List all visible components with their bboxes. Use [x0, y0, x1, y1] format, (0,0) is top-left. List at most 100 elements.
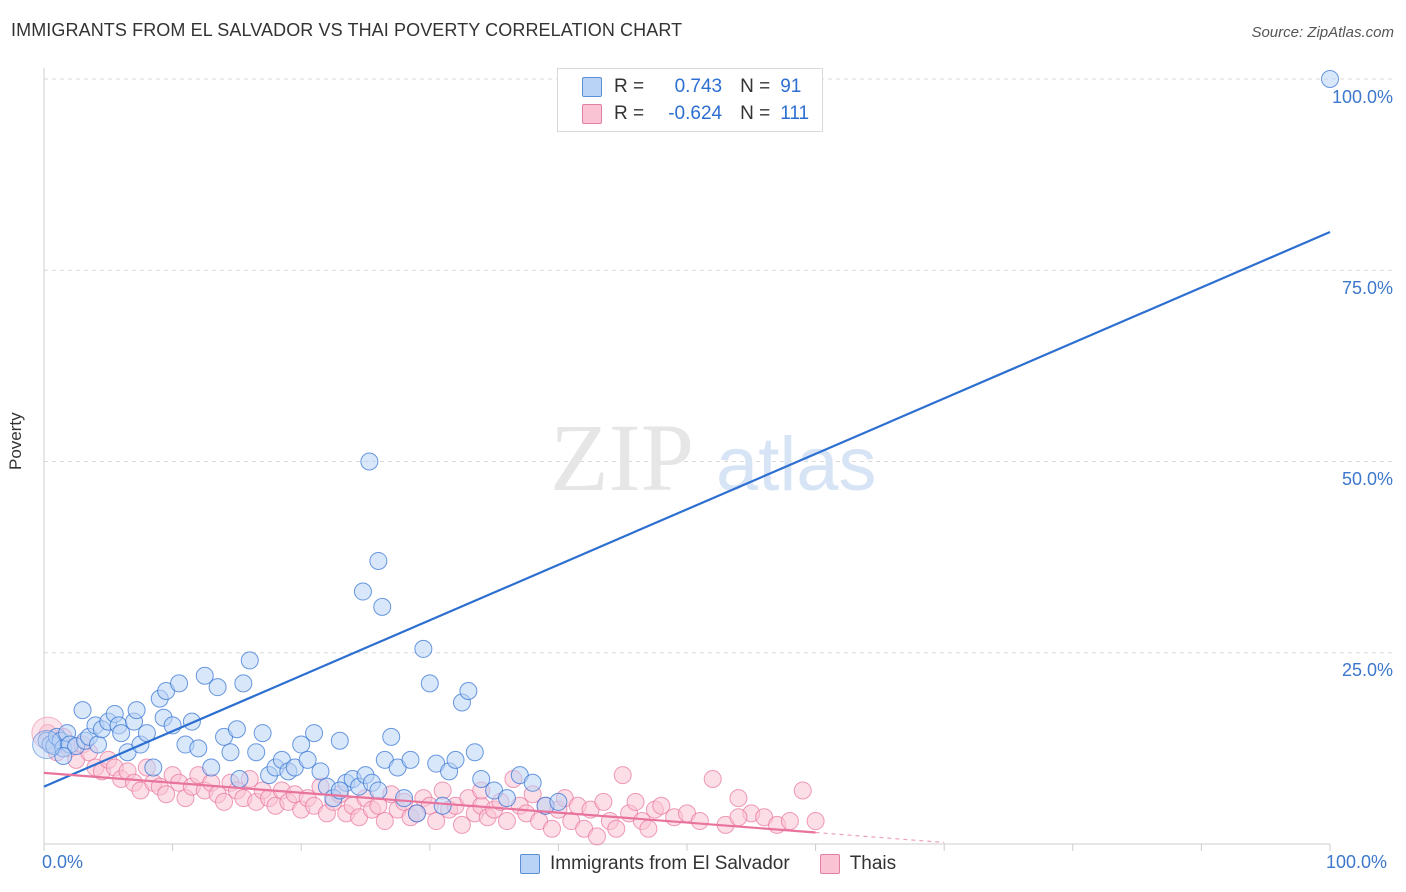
el-salvador-point — [360, 452, 379, 471]
thais-point — [452, 815, 471, 834]
y-tick-label-50: 50.0% — [1341, 469, 1393, 489]
el-salvador-point — [395, 789, 414, 808]
legend-swatch-pink — [582, 104, 602, 124]
thais-point — [703, 769, 722, 788]
thais-point — [806, 812, 825, 831]
el-salvador-point — [195, 666, 214, 685]
el-salvador-point — [353, 582, 372, 601]
thais-point — [157, 785, 176, 804]
trend-lines — [43, 230, 1331, 844]
thais-point — [729, 808, 748, 827]
series-legend: Immigrants from El Salvador Thais — [520, 852, 926, 876]
el-salvador-point — [369, 781, 388, 800]
el-salvador-point — [382, 727, 401, 746]
legend-swatch-blue — [582, 77, 602, 97]
el-salvador-point — [369, 551, 388, 570]
el-salvador-points — [32, 70, 1339, 823]
el-salvador-point — [420, 674, 439, 693]
el-salvador-point — [189, 739, 208, 758]
el-salvador-point — [414, 639, 433, 658]
thais-point — [427, 812, 446, 831]
thais-point — [594, 792, 613, 811]
thais-point — [729, 789, 748, 808]
legend-row-el-salvador: R = 0.743 N = 91 — [582, 74, 801, 100]
r-label: R = — [614, 103, 645, 124]
thais-point — [652, 796, 671, 815]
el-salvador-point — [330, 731, 349, 750]
grid-lines — [44, 78, 1392, 654]
el-salvador-point — [497, 789, 516, 808]
axes — [43, 68, 1331, 851]
thais-trend-extension — [815, 831, 945, 844]
thais-point — [639, 819, 658, 838]
x-tick-label-100: 100.0% — [1326, 852, 1388, 872]
legend-swatch-blue — [520, 854, 540, 874]
el-salvador-point — [292, 735, 311, 754]
el-salvador-point — [182, 712, 201, 731]
el-salvador-point — [446, 750, 465, 769]
el-salvador-point — [234, 674, 253, 693]
el-salvador-point — [89, 735, 108, 754]
thais-point — [587, 827, 606, 846]
legend-label: Thais — [849, 853, 897, 874]
el-salvador-point — [112, 724, 131, 743]
el-salvador-point — [305, 724, 324, 743]
thais-point — [690, 812, 709, 831]
n-label: N = — [740, 103, 771, 124]
thais-point — [433, 781, 452, 800]
thais-point — [626, 792, 645, 811]
y-tick-label-75: 75.0% — [1341, 278, 1393, 298]
el-salvador-point — [127, 701, 146, 720]
y-axis-label: Poverty — [6, 412, 25, 470]
thais-point — [793, 781, 812, 800]
el-salvador-point — [208, 678, 227, 697]
watermark-zip: ZIP — [550, 404, 694, 511]
el-salvador-point — [311, 762, 330, 781]
el-salvador-point — [247, 743, 266, 762]
el-salvador-point — [73, 701, 92, 720]
el-salvador-point — [221, 743, 240, 762]
r-value: 0.743 — [674, 76, 723, 97]
el-salvador-point — [227, 720, 246, 739]
el-salvador-point — [170, 674, 189, 693]
el-salvador-point — [433, 796, 452, 815]
thais-trend-line — [43, 771, 816, 834]
x-tick-label-0: 0.0% — [42, 852, 84, 872]
el-salvador-point — [523, 773, 542, 792]
n-value: 111 — [780, 103, 810, 124]
thais-point — [542, 819, 561, 838]
el-salvador-point — [459, 682, 478, 700]
el-salvador-point — [1321, 70, 1339, 88]
legend-swatch-pink — [819, 854, 840, 874]
thais-point — [613, 766, 632, 785]
legend-item-el-salvador: Immigrants from El Salvador — [520, 853, 790, 875]
legend-row-thais: R = -0.624 N = 111 — [582, 101, 809, 127]
legend-label: Immigrants from El Salvador — [550, 853, 790, 874]
thais-point — [780, 812, 799, 831]
watermark-atlas: atlas — [716, 422, 877, 507]
el-salvador-point — [465, 743, 484, 762]
el-salvador-point — [298, 750, 317, 769]
el-salvador-point — [401, 750, 420, 769]
el-salvador-point — [230, 769, 249, 788]
el-salvador-point — [472, 769, 491, 788]
el-salvador-trend-line — [43, 230, 1331, 788]
chart-title: IMMIGRANTS FROM EL SALVADOR VS THAI POVE… — [11, 20, 683, 40]
chart-source: Source: ZipAtlas.com — [1251, 24, 1394, 41]
el-salvador-point — [202, 758, 221, 777]
n-label: N = — [740, 76, 771, 97]
thais-point — [607, 819, 626, 838]
el-salvador-point — [407, 804, 426, 823]
legend-item-thais: Thais — [819, 853, 897, 875]
el-salvador-point — [240, 651, 259, 670]
el-salvador-point — [32, 730, 62, 760]
r-label: R = — [614, 76, 645, 97]
thais-point — [375, 812, 394, 831]
el-salvador-point — [253, 724, 272, 743]
thais-point — [215, 792, 234, 811]
y-tick-label-25: 25.0% — [1341, 660, 1393, 680]
r-value: -0.624 — [668, 103, 723, 124]
y-tick-label-100: 100.0% — [1331, 87, 1393, 107]
n-value: 91 — [780, 76, 802, 97]
